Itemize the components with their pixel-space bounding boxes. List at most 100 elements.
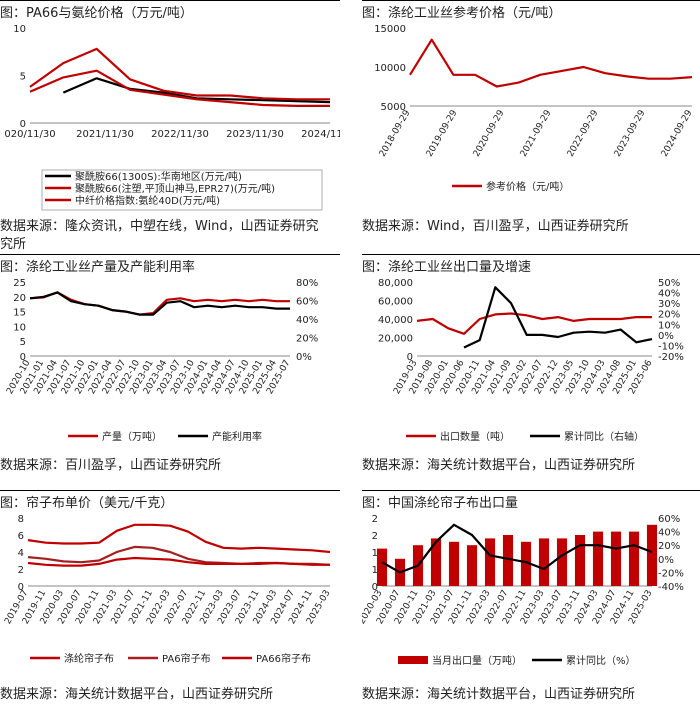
series-line [416,312,652,335]
y2-tick-label: 40% [658,528,680,539]
y-tick-label: 4 [18,548,24,559]
chart-title: 图：涤纶工业丝参考价格（元/吨） [362,6,562,21]
source-line-1: 数据来源：百川盈孚，山西证券研究所 [0,458,222,473]
y-tick-label: 8 [18,514,24,525]
y-tick-label: 10000 [374,63,406,74]
chart-svg: 0 5 10 020/11/30 2021/11/30 2022/11/30 2023/11… [4,24,340,211]
x-tick-label: 2018-09-29 [378,108,413,159]
y-tick-label: 5000 [381,102,406,113]
legend-label: 聚酰胺66(注塑,平顶山神马,EPR27)(万元/吨) [75,182,275,195]
x-tick-label: 2023-09-29 [613,108,648,159]
y2-tick-label: 20% [658,310,680,321]
source-line-2: 究所 [0,237,27,252]
y-tick-label: 15 [13,308,26,319]
y-tick-label: 1 [372,565,378,576]
series-line [29,69,330,107]
y-tick-label: 25 [13,278,26,289]
series-line [381,523,653,574]
y2-tick-label: 40% [296,315,318,326]
legend-label: 涤纶帘子布 [64,652,114,665]
y2-tick-label: -20% [658,352,684,363]
panel-polyester-output: 图：涤纶工业丝产量及产能利用率 0 5 10 15 20 25 0% 20% 40% 60% 80%… [0,254,340,474]
panel-cord-price: 图：帘子布单价（美元/千克） 0 2 4 6 8 2019-07 2019-11 2020-0… [0,490,340,711]
series-line [27,556,330,567]
y-tick-label: 0 [20,352,26,363]
source-line-1: 数据来源：海关统计数据平台，山西证券研究所 [362,687,636,702]
y2-tick-label: 0% [658,331,674,342]
chart-svg: 01122-40%-20%0%20%40%60%2020-032020-0720… [362,514,684,667]
chart-title: 图：PA66与氨纶价格（万元/吨） [0,6,193,21]
y2-tick-label: 60% [296,297,318,308]
chart-svg: 024682019-072019-112020-032020-072020-11… [3,514,332,665]
y-tick-label: 6 [18,531,24,542]
chart-title: 图：涤纶工业丝产量及产能利用率 [0,260,196,275]
bar [610,531,622,586]
bar [520,541,532,586]
source-note: 数据来源：海关统计数据平台，山西证券研究所 [362,686,635,704]
legend-label: 产能利用率 [212,430,262,443]
y2-tick-label: 60% [658,514,680,525]
y-tick-label: 20 [13,293,26,304]
source-note: 数据来源：海关统计数据平台，山西证券研究所 [362,457,635,475]
chart-title: 图：帘子布单价（美元/千克） [0,496,174,511]
chart-svg: 5000 10000 15000 2018-09-29 2019-09-29 2020-0… [374,24,695,193]
x-tick-label: 2022-09-29 [566,108,601,159]
y2-tick-label: 20% [296,334,318,345]
series-line [29,291,290,316]
legend-label: 当月出口量（万吨） [432,654,522,667]
series-line [29,291,290,316]
panel-polyester-export: 图：涤纶工业丝出口量及增速 0 20,000 40,000 60,000 80,000 -… [362,254,700,474]
series-line [29,47,330,101]
top-rule [362,0,700,1]
bar [628,531,640,586]
bar [574,535,586,586]
source-note: 数据来源：隆众资讯，中塑在线，Wind，山西证券研究 究所 [0,218,319,254]
y-tick-label: 0 [18,582,24,593]
y-tick-label: 1 [372,548,378,559]
y2-tick-label: 30% [658,299,680,310]
source-note: 数据来源：百川盈孚，山西证券研究所 [0,457,221,475]
panel-cord-export: 图：中国涤纶帘子布出口量 0 1 1 2 2 -40% -20% 0% 20% 40% 60% 202… [362,490,700,711]
series-line [463,286,653,349]
y-tick-label: 2 [18,565,24,576]
legend-box [41,169,323,211]
source-line-1: 数据来源：海关统计数据平台，山西证券研究所 [362,458,636,473]
bar [556,538,568,586]
y-tick-label: 0 [20,119,26,130]
legend-label: 聚酰胺66(1300S):华南地区(万元/吨) [75,170,242,183]
y-tick-label: 60,000 [378,297,413,308]
source-note: 数据来源：海关统计数据平台，山西证券研究所 [0,686,273,704]
x-tick-label: 2020-09-29 [472,108,507,159]
y2-tick-label: 80% [296,278,318,289]
panel-pa66-spandex: 图：PA66与氨纶价格（万元/吨） 0 5 10 020/11/30 2021/11/3… [0,0,340,252]
legend-label: 出口数量（吨） [440,430,510,443]
y-tick-label: 0 [372,582,378,593]
series-line [409,38,693,88]
chart-svg: 05101520250%20%40%60%80%2020-102021-0120… [5,278,318,443]
x-tick-label: 2021/11/30 [76,129,134,140]
bar [646,524,658,586]
y-tick-label: 10 [13,322,26,333]
panel-polyester-price: 图：涤纶工业丝参考价格（元/吨） 5000 10000 15000 2018-09-2… [362,0,700,240]
bar [538,538,550,586]
chart-title: 图：涤纶工业丝出口量及增速 [362,260,532,275]
legend-label: PA6帘子布 [162,652,211,665]
x-tick-label: 2024-09-29 [660,108,695,159]
legend-label: 产量（万吨） [102,430,162,443]
legend-label: 累计同比（%） [566,654,636,667]
y2-tick-label: -10% [658,341,684,352]
chart-svg: 0 20,000 40,000 60,000 80,000 -20%-10%0%10%20… [378,278,684,443]
y-tick-label: 2 [372,531,378,542]
bar [592,531,604,586]
legend-swatch [398,656,428,664]
top-rule [0,254,340,255]
y2-tick-label: 0% [296,352,312,363]
y-tick-label: 20,000 [378,334,413,345]
y-tick-label: 2 [372,514,378,525]
y-tick-label: 80,000 [378,278,413,289]
y2-tick-label: 40% [658,289,680,300]
y2-tick-label: 0% [658,555,674,566]
y-tick-label: 0 [407,352,413,363]
top-rule [362,490,700,491]
y-tick-label: 40,000 [378,315,413,326]
